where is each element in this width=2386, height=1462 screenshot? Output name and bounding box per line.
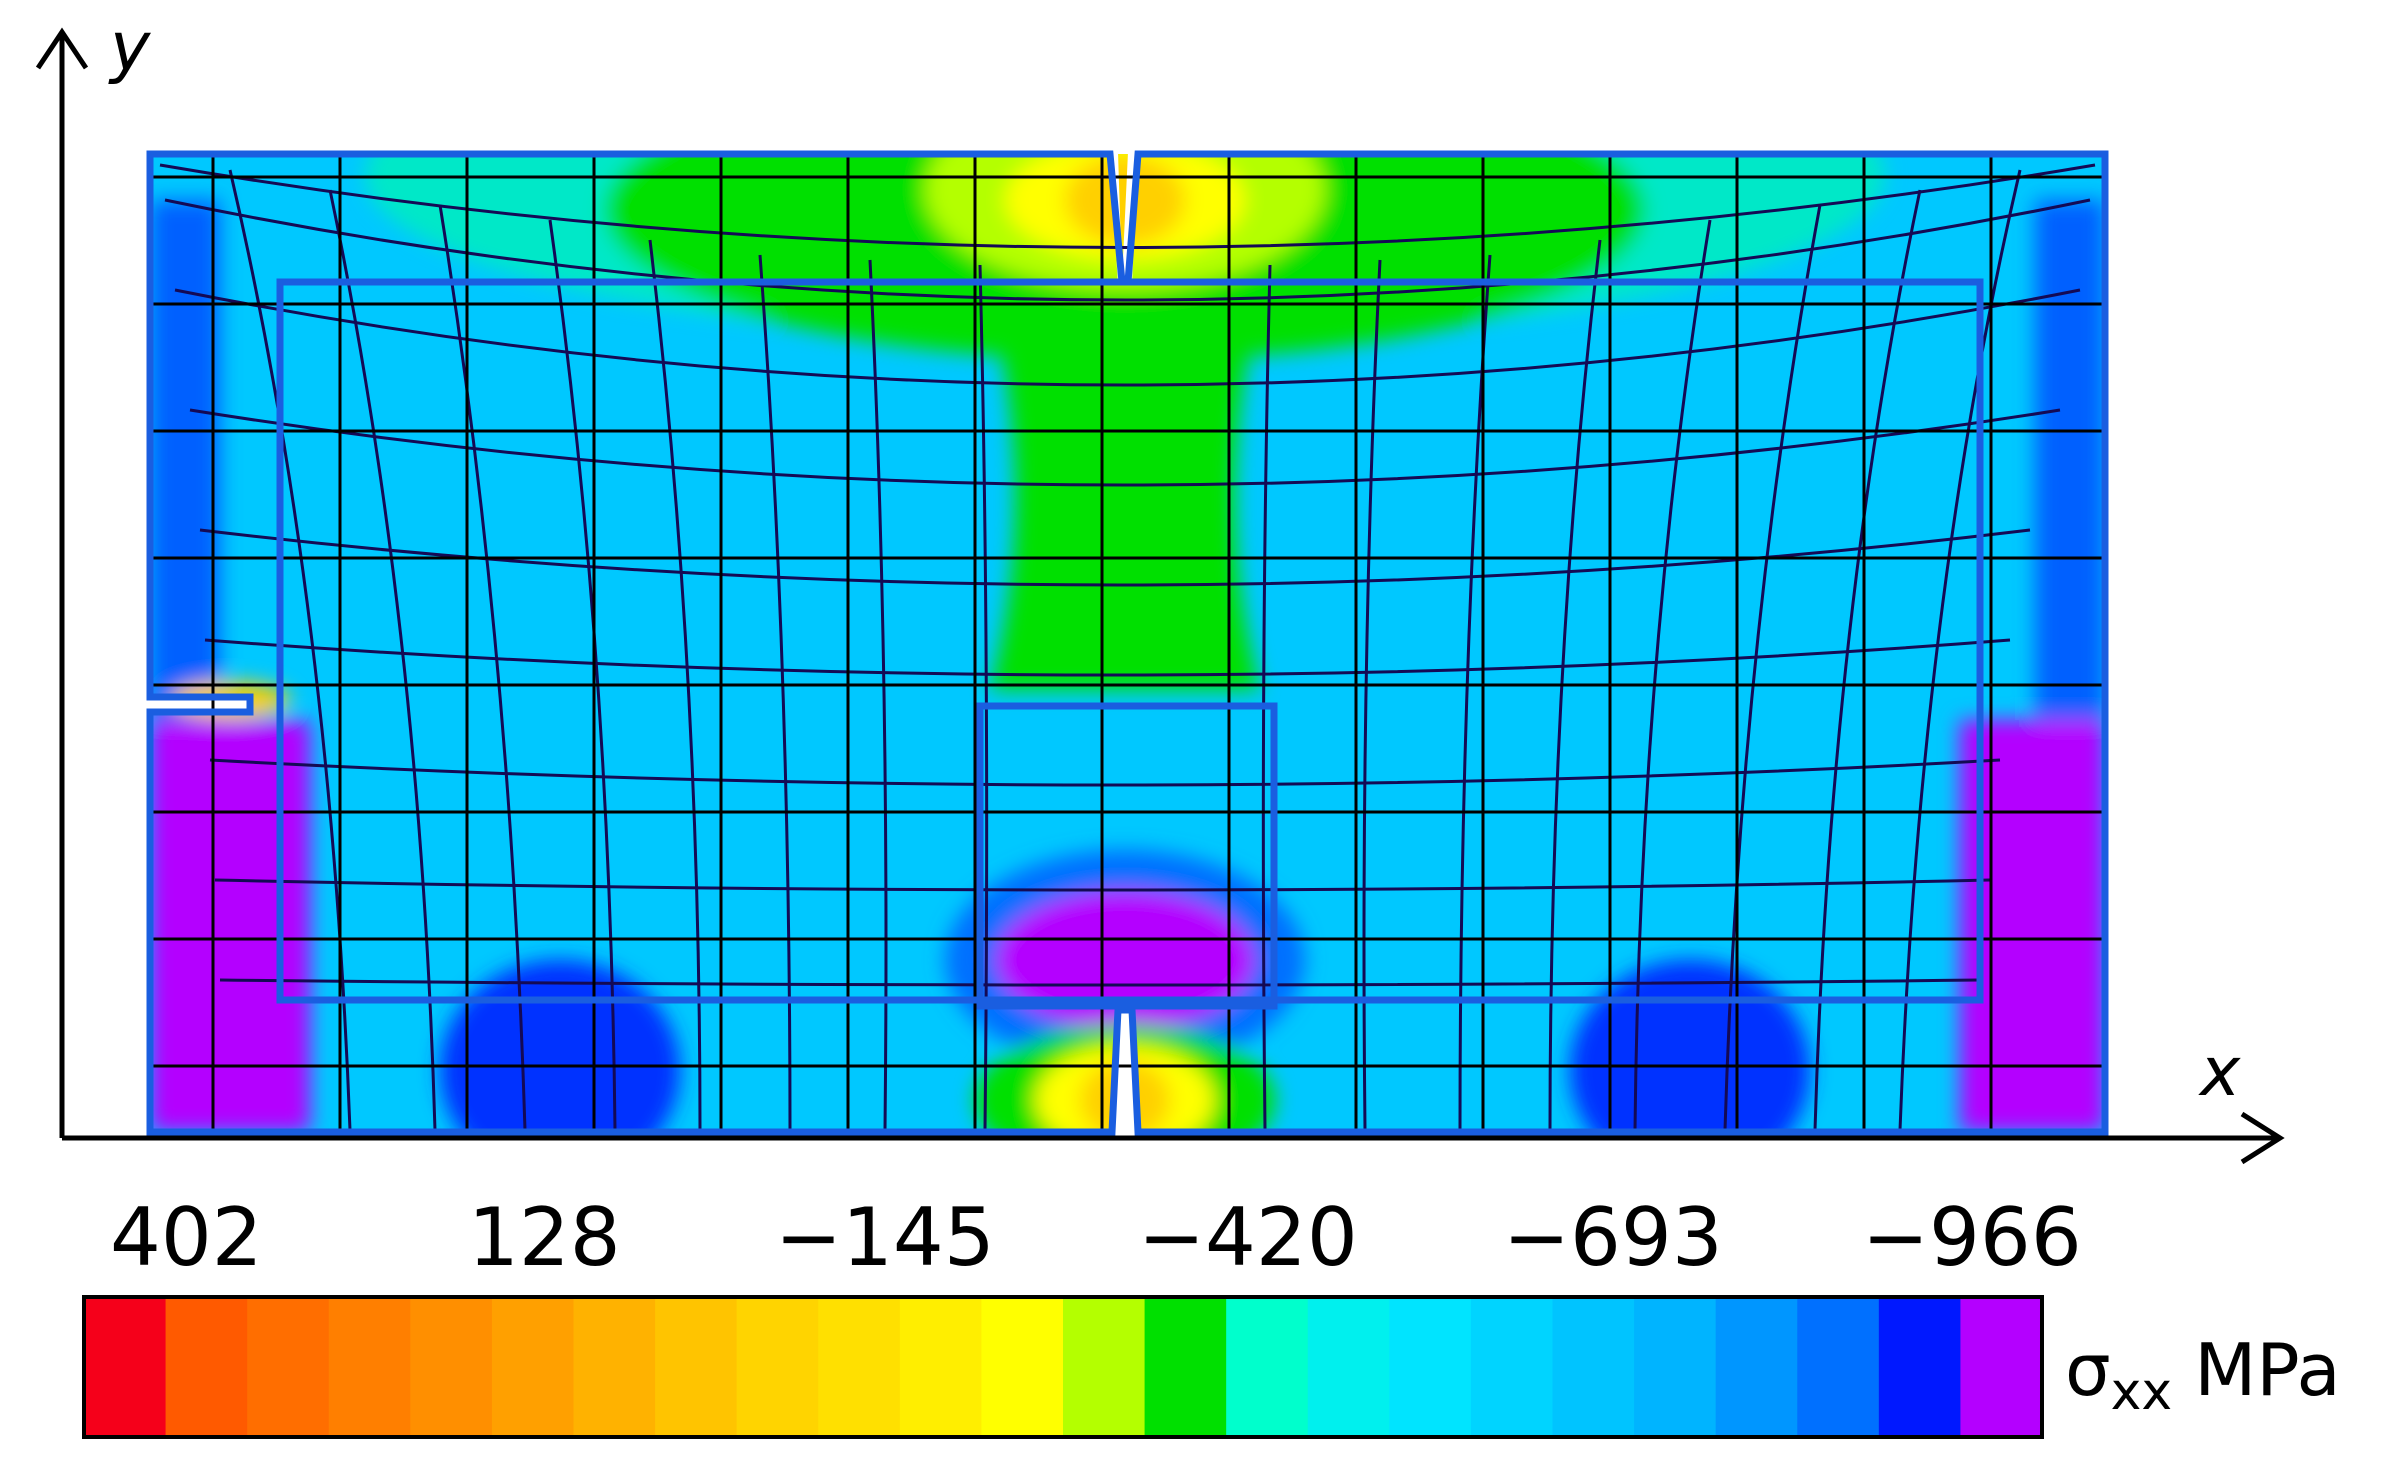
center-insert-boundary	[976, 702, 1278, 1010]
colorbar-segment	[736, 1297, 819, 1437]
colorbar-tick-label: −966	[1862, 1191, 2082, 1284]
y-axis-label: y	[108, 8, 151, 87]
coordinate-axes	[35, 27, 2285, 1165]
reference-grid	[150, 154, 2105, 1132]
colorbar-segment	[655, 1297, 738, 1437]
colorbar-segment	[573, 1297, 656, 1437]
y-axis-arrowhead	[35, 27, 89, 70]
colorbar-segment	[899, 1297, 982, 1437]
colorbar-frame	[82, 1295, 2044, 1439]
colorbar-tick-label: 402	[110, 1191, 263, 1284]
colorbar-segment	[328, 1297, 411, 1437]
stress-contour-field	[150, 154, 2105, 1132]
colorbar-segment	[165, 1297, 248, 1437]
colorbar-segment	[1797, 1297, 1880, 1437]
x-axis-label: x	[2198, 1033, 2241, 1112]
deformed-grid	[159, 163, 2096, 1131]
colorbar-segment	[1715, 1297, 1798, 1437]
colorbar-unit-label: σxx MPa	[2065, 1328, 2341, 1422]
colorbar-segment	[1960, 1297, 2043, 1437]
colorbar-tick-label: 128	[468, 1191, 621, 1284]
colorbar-tick-label: −420	[1138, 1191, 1358, 1284]
colorbar-segment	[247, 1297, 330, 1437]
colorbar-segments	[84, 1297, 2043, 1437]
colorbar-segment	[981, 1297, 1064, 1437]
colorbar-segment	[1634, 1297, 1717, 1437]
colorbar-segment	[1226, 1297, 1309, 1437]
colorbar-segment	[1878, 1297, 1961, 1437]
colorbar-segment	[1063, 1297, 1146, 1437]
colorbar-segment	[1144, 1297, 1227, 1437]
colorbar-segment	[1389, 1297, 1472, 1437]
colorbar-tick-label: −693	[1503, 1191, 1723, 1284]
colorbar-segment	[1307, 1297, 1390, 1437]
colorbar-segment	[410, 1297, 493, 1437]
x-axis-arrowhead	[2240, 1111, 2285, 1165]
colorbar-tick-label: −145	[775, 1191, 995, 1284]
colorbar-segment	[491, 1297, 574, 1437]
geometry-outlines	[146, 150, 2109, 1136]
colorbar-segment	[818, 1297, 901, 1437]
colorbar: 402 128 −145 −420 −693 −966 σxx MPa	[82, 1191, 2341, 1439]
inner-boundary	[276, 278, 1984, 1004]
colorbar-segment	[1552, 1297, 1635, 1437]
colorbar-segment	[1470, 1297, 1553, 1437]
colorbar-segment	[84, 1297, 167, 1437]
